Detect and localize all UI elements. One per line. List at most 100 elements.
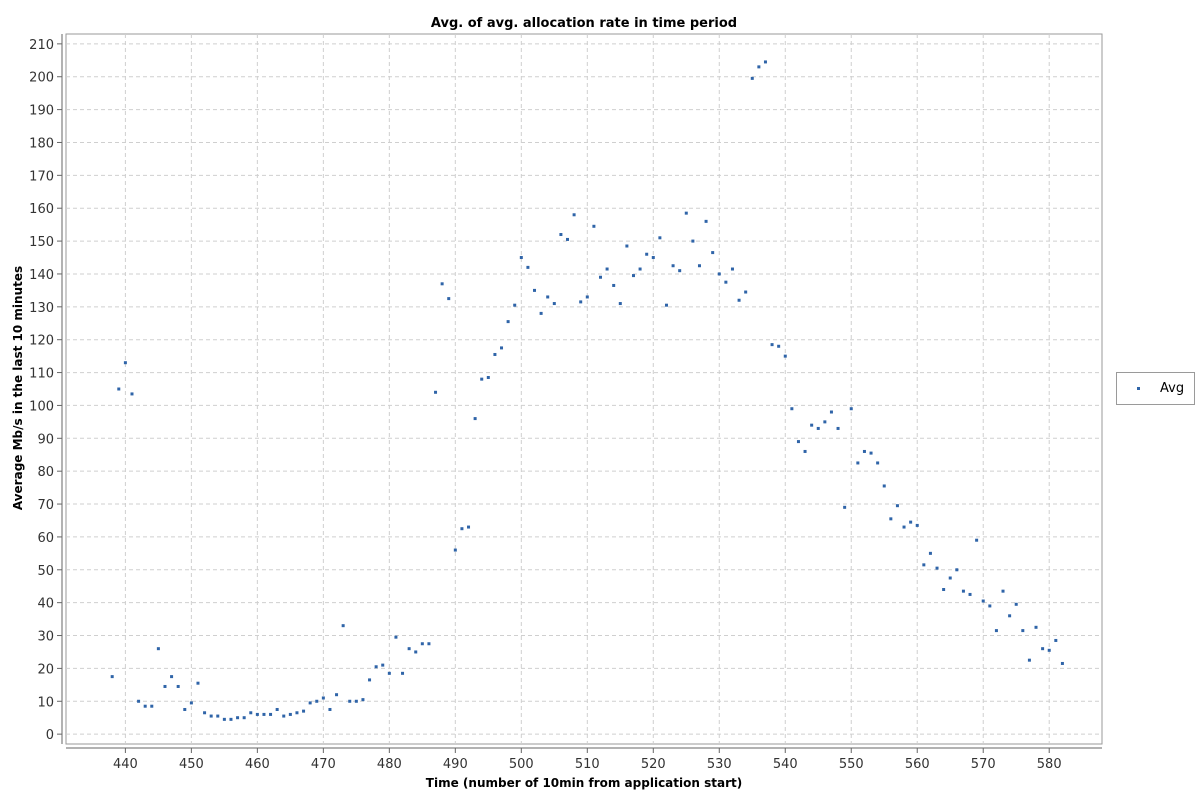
data-point [249, 711, 253, 715]
x-tick-label: 540 [773, 757, 798, 772]
data-point [236, 716, 240, 720]
data-point [763, 60, 767, 64]
data-point [915, 523, 919, 527]
data-point [533, 288, 537, 292]
data-point [988, 604, 992, 608]
x-tick-label: 530 [707, 757, 732, 772]
data-point [295, 711, 299, 715]
y-tick-label: 100 [29, 399, 54, 414]
y-tick-label: 200 [29, 71, 54, 86]
y-tick-label: 10 [37, 695, 54, 710]
data-point [335, 693, 339, 697]
data-point [222, 717, 226, 721]
y-tick-label: 140 [29, 268, 54, 283]
data-point [651, 256, 655, 260]
x-tick-label: 450 [179, 757, 204, 772]
data-point [1008, 614, 1012, 618]
y-tick-label: 180 [29, 136, 54, 151]
data-point [902, 525, 906, 529]
x-axis-label: Time (number of 10min from application s… [426, 776, 742, 790]
data-point [1001, 589, 1005, 593]
data-point [737, 298, 741, 302]
data-point [664, 303, 668, 307]
data-point [1041, 647, 1045, 651]
data-point [275, 707, 279, 711]
data-point [1047, 648, 1051, 652]
data-point [697, 264, 701, 268]
data-point [612, 283, 616, 287]
data-point [500, 346, 504, 350]
data-point [803, 449, 807, 453]
data-point [123, 361, 127, 365]
data-point [592, 224, 596, 228]
data-point [394, 635, 398, 639]
y-tick-label: 150 [29, 235, 54, 250]
data-point [361, 698, 365, 702]
data-point [434, 390, 438, 394]
grid-lines [66, 34, 1102, 744]
data-point [130, 392, 134, 396]
data-point [262, 712, 266, 716]
data-point [519, 256, 523, 260]
data-point [783, 354, 787, 358]
data-point [302, 709, 306, 713]
data-point [975, 538, 979, 542]
data-point [506, 320, 510, 324]
plot-area [65, 33, 1103, 745]
data-point [321, 696, 325, 700]
y-tick-label: 210 [29, 38, 54, 53]
data-point [447, 297, 451, 301]
data-point [876, 461, 880, 465]
data-point [203, 711, 207, 715]
data-point [288, 712, 292, 716]
data-point [645, 252, 649, 256]
data-point [678, 269, 682, 273]
data-point [354, 699, 358, 703]
legend: Avg [1116, 372, 1195, 405]
data-point [526, 265, 530, 269]
data-point [638, 267, 642, 271]
data-point [948, 576, 952, 580]
data-point [942, 588, 946, 592]
data-point [1060, 661, 1064, 665]
data-point [328, 707, 332, 711]
data-point [598, 275, 602, 279]
data-point [856, 461, 860, 465]
data-point [1054, 638, 1058, 642]
data-point [341, 624, 345, 628]
data-point [546, 295, 550, 299]
data-point [566, 237, 570, 241]
data-point [862, 449, 866, 453]
data-point [994, 629, 998, 633]
data-point [156, 647, 160, 651]
x-tick-label: 510 [575, 757, 600, 772]
data-point [895, 504, 899, 508]
y-tick-label: 120 [29, 334, 54, 349]
data-point [559, 233, 563, 237]
data-point [1027, 658, 1031, 662]
y-tick-label: 110 [29, 367, 54, 382]
data-point [387, 671, 391, 675]
data-point [189, 701, 193, 705]
data-point [401, 671, 405, 675]
data-point [216, 714, 220, 718]
data-point [704, 219, 708, 223]
data-point [605, 267, 609, 271]
data-point [407, 647, 411, 651]
data-point [552, 302, 556, 306]
y-tick-label: 60 [37, 531, 54, 546]
chart-title: Avg. of avg. allocation rate in time per… [431, 16, 737, 31]
data-point [381, 663, 385, 667]
data-point [658, 236, 662, 240]
data-point [1021, 629, 1025, 633]
data-point [513, 303, 517, 307]
y-tick-label: 70 [37, 498, 54, 513]
data-point [374, 665, 378, 669]
data-point [493, 352, 497, 356]
data-points [110, 60, 1064, 721]
data-point [968, 592, 972, 596]
data-point [810, 423, 814, 427]
y-tick-label: 40 [37, 597, 54, 612]
data-point [961, 589, 965, 593]
